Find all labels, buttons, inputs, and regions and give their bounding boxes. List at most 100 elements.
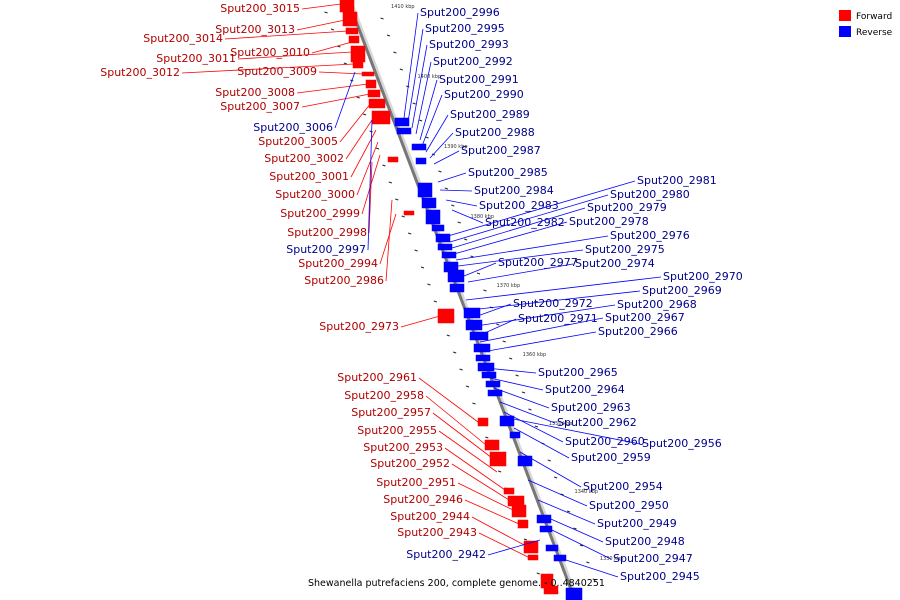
reverse-leader-line (451, 207, 586, 249)
axis-marker (401, 215, 405, 218)
legend-swatch (839, 26, 851, 37)
axis-marker (375, 147, 380, 150)
forward-gene-label: Sput200_3015 (220, 2, 300, 15)
reverse-leader-line (463, 262, 497, 277)
forward-gene-label: Sput200_2944 (390, 510, 470, 523)
axis-marker (547, 459, 551, 462)
forward-gene-label: Sput200_2998 (287, 226, 367, 239)
axis-marker (586, 561, 590, 564)
axis-marker (446, 334, 450, 337)
reverse-leader-line (453, 221, 568, 255)
reverse-gene-block (447, 269, 465, 283)
reverse-leader-line (439, 189, 473, 192)
reverse-gene-label: Sput200_2967 (605, 311, 685, 324)
reverse-gene-block (396, 127, 412, 135)
forward-leader-line (478, 532, 531, 559)
axis-marker (343, 62, 347, 65)
forward-gene-label: Sput200_2953 (363, 441, 443, 454)
reverse-gene-label: Sput200_2949 (597, 517, 677, 530)
reverse-gene-block (441, 251, 457, 259)
reverse-gene-label: Sput200_2996 (420, 6, 500, 19)
reverse-leader-line (433, 150, 460, 165)
forward-leader-line (345, 116, 375, 160)
reverse-leader-line (447, 180, 636, 237)
forward-leader-line (457, 482, 514, 511)
genome-backbone (346, 0, 577, 600)
forward-gene-label: Sput200_2952 (370, 457, 450, 470)
legend-swatch (839, 10, 851, 21)
forward-gene-label: Sput200_3014 (143, 32, 223, 45)
reverse-gene-label: Sput200_2970 (663, 270, 743, 283)
axis-marker (420, 266, 425, 269)
reverse-leader-line (481, 331, 597, 353)
reverse-leader-line (421, 94, 443, 147)
reverse-leader-line (493, 387, 550, 409)
reverse-gene-label: Sput200_2997 (286, 243, 366, 256)
reverse-gene-label: Sput200_2956 (642, 437, 722, 450)
reverse-leader-line (513, 427, 570, 459)
axis-marker (496, 323, 500, 326)
reverse-leader-line (487, 539, 541, 556)
axis-marker (485, 436, 489, 439)
forward-gene-label: Sput200_3011 (156, 52, 236, 65)
reverse-leader-line (407, 28, 424, 123)
axis-marker (521, 391, 526, 394)
legend: Forward Reverse (839, 10, 893, 38)
axis-marker (444, 187, 449, 190)
axis-marker (509, 357, 513, 360)
reverse-leader-line (543, 515, 604, 543)
reverse-leader-line (551, 529, 612, 560)
forward-gene-label: Sput200_3013 (215, 23, 295, 36)
forward-gene-block (361, 71, 375, 77)
axis-marker (579, 544, 584, 547)
reverse-leader-line (475, 304, 616, 327)
reverse-leader-line (437, 172, 467, 183)
kbp-tick-label: 1380 kbp (470, 214, 494, 220)
reverse-gene-block (411, 143, 427, 151)
forward-gene-label: Sput200_2946 (383, 493, 463, 506)
axis-marker (388, 181, 393, 184)
forward-leader-line (311, 41, 353, 54)
axis-marker (414, 249, 418, 252)
axis-marker (573, 527, 577, 530)
axis-marker (470, 255, 474, 258)
kbp-tick-label: 1370 kbp (497, 283, 521, 289)
axis-marker (472, 402, 476, 405)
reverse-leader-line (489, 377, 544, 391)
forward-leader-line (301, 93, 371, 108)
axis-marker (380, 17, 384, 20)
forward-gene-block (350, 45, 366, 63)
axis-marker (356, 96, 360, 99)
reverse-gene-block (477, 362, 495, 372)
reverse-gene-block (539, 525, 553, 533)
reverse-leader-line (419, 79, 438, 141)
reverse-gene-label: Sput200_3006 (253, 121, 333, 134)
reverse-leader-line (425, 114, 449, 153)
forward-gene-block (503, 487, 515, 495)
axis-marker (498, 470, 502, 473)
forward-leader-line (224, 30, 349, 40)
forward-gene-label: Sput200_3009 (237, 65, 317, 78)
forward-gene-block (348, 35, 360, 44)
reverse-gene-block (499, 415, 515, 427)
forward-leader-line (237, 51, 353, 60)
axis-marker (451, 204, 455, 207)
forward-leader-line (451, 463, 510, 501)
reverse-gene-label: Sput200_2968 (617, 298, 697, 311)
forward-gene-label: Sput200_3008 (215, 86, 295, 99)
kbp-tick-label: 1400 kbp (418, 74, 442, 80)
reverse-gene-label: Sput200_2981 (637, 174, 717, 187)
forward-gene-label: Sput200_3007 (220, 100, 300, 113)
axis-marker (453, 351, 457, 354)
axis-marker (393, 51, 397, 54)
forward-gene-label: Sput200_3002 (264, 152, 344, 165)
forward-gene-block (403, 210, 415, 216)
reverse-leader-line (449, 194, 609, 243)
forward-gene-label: Sput200_3012 (100, 66, 180, 79)
reverse-gene-label: Sput200_2984 (474, 184, 554, 197)
forward-leader-line (296, 83, 369, 94)
kbp-tick-label: 1350 kbp (549, 421, 573, 427)
reverse-leader-line (334, 71, 356, 129)
reverse-gene-block (465, 319, 483, 331)
forward-leader-line (339, 102, 372, 143)
